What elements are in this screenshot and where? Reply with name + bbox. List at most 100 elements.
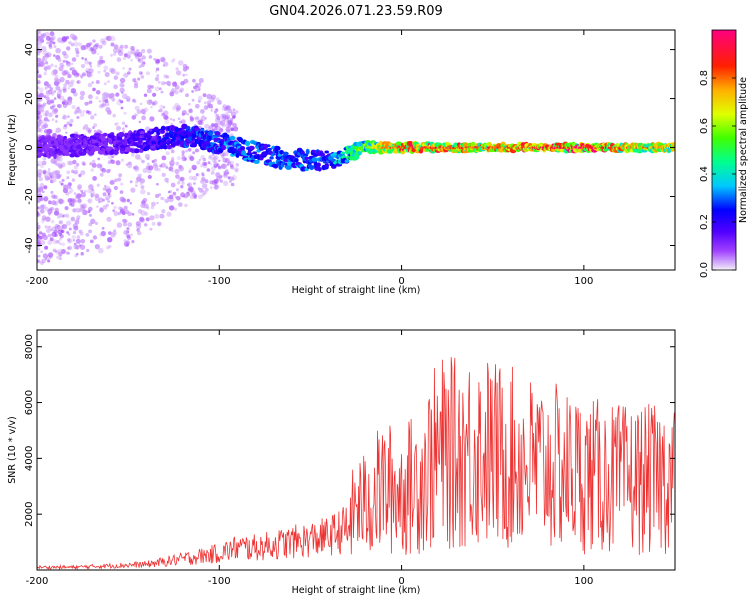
heatmap-cell [232,108,236,111]
heatmap-cell [41,258,46,264]
heatmap-cell [119,87,125,93]
heatmap-cell [68,227,72,231]
heatmap-cell [72,239,76,242]
heatmap-cell [200,164,204,168]
x-tick-label: 100 [574,276,593,287]
x-tick-label: 0 [398,276,404,287]
heatmap-cell [281,161,286,166]
heatmap-cell [112,113,116,118]
heatmap-cell [218,166,221,169]
heatmap-cell [197,95,203,101]
heatmap-cell [41,46,47,52]
heatmap-cell [223,170,227,174]
heatmap-cell [37,254,41,258]
heatmap-cell [153,57,157,61]
heatmap-cell [111,97,116,102]
heatmap-cell [137,173,142,178]
heatmap-cell [111,202,114,205]
heatmap-cell [82,209,88,216]
heatmap-cell [69,198,75,204]
colorbar-tick-label: 0.2 [699,214,710,230]
heatmap-cell [119,206,123,211]
colorbar-gradient [711,29,737,271]
heatmap-cell [140,108,146,114]
heatmap-cell [47,259,51,263]
heatmap-cell [113,47,119,54]
heatmap-cell [143,107,149,112]
heatmap-cell [39,87,44,93]
heatmap-cell [169,160,175,166]
heatmap-cell [131,213,135,216]
heatmap-cell [221,123,226,128]
heatmap-cell [72,231,77,235]
heatmap-cell [86,71,92,78]
heatmap-cell [70,216,76,222]
heatmap-cell [79,203,84,208]
heatmap-cell [158,193,162,197]
heatmap-cell [160,125,166,131]
heatmap-cell [37,57,42,63]
heatmap-cell [106,245,110,250]
heatmap-cell [133,84,139,89]
heatmap-cell [38,239,41,243]
heatmap-cell [174,90,179,95]
heatmap-cell [121,84,126,88]
heatmap-cell [223,180,229,186]
heatmap-cell [128,67,132,71]
heatmap-cell [117,177,122,182]
heatmap-cell [192,151,196,155]
heatmap-cell [65,131,68,134]
heatmap-cell [62,124,68,130]
heatmap-cell [285,165,292,170]
heatmap-cell [180,192,186,198]
heatmap-cell [105,185,111,192]
heatmap-cell [99,55,104,60]
heatmap-cell [203,101,207,105]
heatmap-cell [65,251,70,255]
heatmap-cell [40,109,45,113]
heatmap-cell [213,179,219,184]
heatmap-cell [103,82,107,86]
heatmap-cell [221,164,225,168]
heatmap-cell [206,168,211,172]
heatmap-cell [127,222,133,228]
heatmap-cell [124,209,130,214]
heatmap-cell [224,115,229,120]
heatmap-cell [95,43,99,47]
heatmap-cell [45,91,51,97]
heatmap-cell [139,216,145,222]
heatmap-cell [145,217,150,222]
heatmap-cell [300,150,305,155]
heatmap-cell [225,122,231,129]
heatmap-cell [113,205,117,210]
heatmap-cell [119,77,126,84]
heatmap-cell [37,94,41,98]
heatmap-cell [215,114,220,119]
heatmap-cell [213,122,219,128]
heatmap-cell [110,159,113,162]
y-tick-label: 8000 [24,334,35,359]
heatmap-cell [117,206,122,211]
heatmap-cell [50,175,53,178]
heatmap-cell [54,249,58,253]
heatmap-cell [215,113,219,118]
heatmap-cell [107,237,113,243]
heatmap-cell [37,169,43,175]
heatmap-cell [48,147,54,152]
heatmap-cell [43,173,49,179]
heatmap-cell [97,157,101,161]
heatmap-cell [55,114,59,118]
heatmap-cell [317,167,322,172]
heatmap-cell [131,115,137,120]
heatmap-cell [82,110,86,113]
heatmap-cell [41,215,47,220]
heatmap-cell [137,208,143,214]
heatmap-cell [59,95,65,101]
heatmap-cell [42,169,47,174]
heatmap-cell [52,41,56,45]
heatmap-cell [39,183,45,188]
heatmap-cell [92,87,96,92]
heatmap-cell [225,114,231,120]
heatmap-cell [71,235,76,240]
heatmap-cell [79,112,85,117]
